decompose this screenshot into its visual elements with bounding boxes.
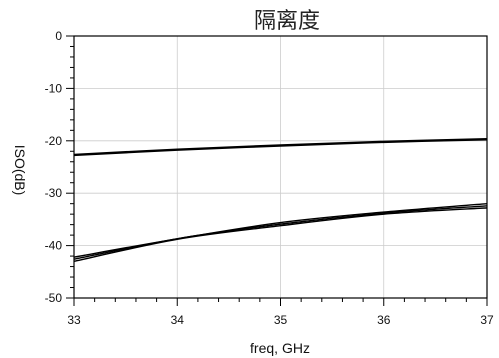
series-line-4 [73,205,488,260]
y-tick-label: -20 [45,134,63,148]
y-tick-label: 0 [55,29,62,43]
x-tick-label: 35 [274,313,288,327]
y-tick-label: -40 [45,239,63,253]
y-tick-label: -10 [45,81,63,95]
tick-layer: 33 34 35 36 37 0 -10 -20 -30 -40 -50 [45,29,494,327]
series-line-2 [73,139,488,157]
x-tick-label: 34 [171,313,185,327]
chart-title: 隔离度 [254,9,320,34]
x-axis-label: freq, GHz [250,340,310,356]
series-line-1 [73,138,488,156]
y-tick-label: -50 [45,291,63,305]
grid-layer [74,36,487,298]
y-tick-label: -30 [45,186,63,200]
y-axis-label: ISO(dB) [12,145,28,196]
series-line-5 [73,207,488,263]
x-tick-label: 36 [377,313,391,327]
series-layer [73,138,488,263]
x-tick-label: 37 [480,313,494,327]
x-tick-label: 33 [67,313,81,327]
